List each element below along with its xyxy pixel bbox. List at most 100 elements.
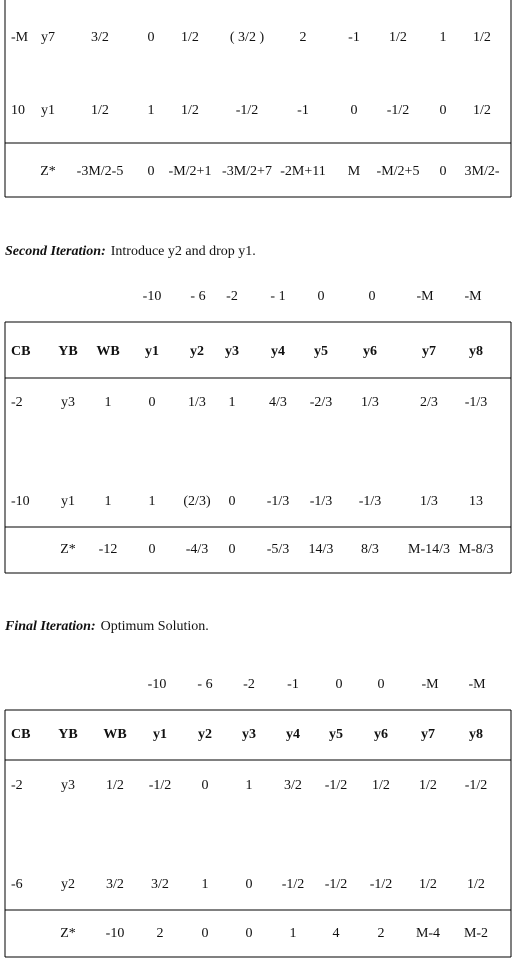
- header-cell: y5: [314, 344, 328, 359]
- total-cell: -3M/2+7: [222, 164, 272, 179]
- table-cell: 1: [105, 494, 112, 509]
- table-cell: 13: [469, 494, 483, 509]
- table-cell: 0: [202, 778, 209, 793]
- table-cell: -1/2: [149, 778, 172, 793]
- total-cell: Z*: [60, 542, 76, 557]
- table-cell: y3: [61, 395, 75, 410]
- header-cell: y4: [286, 727, 300, 742]
- table-cell: 3/2: [284, 778, 302, 793]
- heading-text: Introduce y2 and drop y1.: [111, 244, 256, 259]
- table-cell: 1: [148, 103, 155, 118]
- table-cell: 1/3: [361, 395, 379, 410]
- table-cell: 1: [229, 395, 236, 410]
- total-cell: Z*: [40, 164, 56, 179]
- total-cell: -M/2+1: [169, 164, 212, 179]
- table-cell: -2/3: [310, 395, 333, 410]
- table-cell: 10: [11, 103, 25, 118]
- total-cell: 0: [202, 926, 209, 941]
- table-cell: y1: [61, 494, 75, 509]
- cost: 0: [336, 677, 343, 692]
- table-cell: -M: [11, 30, 29, 45]
- table-cell: -1/3: [267, 494, 290, 509]
- table-cell: -1/3: [310, 494, 333, 509]
- table-cell: 2: [300, 30, 307, 45]
- table-cell: 1/2: [419, 778, 437, 793]
- cost: -M: [464, 289, 482, 304]
- heading: Second Iteration: Introduce y2 and drop y…: [5, 244, 256, 259]
- table-cell: y2: [61, 877, 75, 892]
- table-cell: -1: [297, 103, 309, 118]
- cost: -2: [243, 677, 255, 692]
- cost: - 1: [270, 289, 285, 304]
- header-cell: y3: [242, 727, 256, 742]
- table-cell: 1: [246, 778, 253, 793]
- total-cell: -3M/2-5: [77, 164, 124, 179]
- table-cell: -2: [11, 778, 23, 793]
- table-cell: 4/3: [269, 395, 287, 410]
- table-cell: 0: [148, 30, 155, 45]
- table-cell: 0: [246, 877, 253, 892]
- total-cell: -10: [106, 926, 125, 941]
- header-cell: y4: [271, 344, 285, 359]
- total-cell: 0: [149, 542, 156, 557]
- table-cell: 1/2: [181, 103, 199, 118]
- total-cell: -5/3: [267, 542, 290, 557]
- table-cell: y7: [41, 30, 55, 45]
- table-cell: 0: [351, 103, 358, 118]
- total-cell: M-14/3: [408, 542, 450, 557]
- table-cell: -1/2: [325, 778, 348, 793]
- heading: Final Iteration: Optimum Solution.: [4, 619, 209, 634]
- header-cell: CB: [11, 727, 30, 742]
- table-cell: 1: [105, 395, 112, 410]
- table-cell: 1/2: [372, 778, 390, 793]
- total-cell: Z*: [60, 926, 76, 941]
- table-cell: 1: [440, 30, 447, 45]
- header-cell: y1: [145, 344, 159, 359]
- header-cell: YB: [58, 727, 77, 742]
- total-cell: M-8/3: [459, 542, 494, 557]
- cost: -10: [148, 677, 167, 692]
- cost: 0: [378, 677, 385, 692]
- total-cell: 0: [440, 164, 447, 179]
- cost: 0: [318, 289, 325, 304]
- table-cell: -1/2: [325, 877, 348, 892]
- total-cell: M: [348, 164, 361, 179]
- table-cell: -6: [11, 877, 23, 892]
- table-cell: 0: [149, 395, 156, 410]
- header-cell: y8: [469, 727, 483, 742]
- table-cell: 3/2: [151, 877, 169, 892]
- table-cell: -2: [11, 395, 23, 410]
- total-cell: 3M/2-: [465, 164, 500, 179]
- heading-label: Final Iteration:: [4, 619, 96, 634]
- header-cell: y8: [469, 344, 483, 359]
- total-cell: 4: [333, 926, 340, 941]
- header-cell: YB: [58, 344, 77, 359]
- total-cell: 1: [290, 926, 297, 941]
- header-cell: y7: [422, 344, 436, 359]
- heading-text: Optimum Solution.: [101, 619, 209, 634]
- header-cell: y7: [421, 727, 435, 742]
- header-cell: WB: [96, 344, 119, 359]
- table-cell: 3/2: [106, 877, 124, 892]
- total-cell: -2M+11: [280, 164, 326, 179]
- total-cell: 2: [157, 926, 164, 941]
- header-cell: y2: [198, 727, 212, 742]
- total-cell: 0: [148, 164, 155, 179]
- cost: -M: [416, 289, 434, 304]
- table-cell: (2/3): [183, 494, 211, 509]
- table-cell: -1/2: [387, 103, 410, 118]
- header-cell: y6: [374, 727, 388, 742]
- header-cell: y1: [153, 727, 167, 742]
- table-cell: -1/3: [359, 494, 382, 509]
- header-cell: y6: [363, 344, 377, 359]
- table-cell: 1/2: [106, 778, 124, 793]
- table-cell: y1: [41, 103, 55, 118]
- table-cell: -1/2: [465, 778, 488, 793]
- total-cell: -4/3: [186, 542, 209, 557]
- cost: -M: [421, 677, 439, 692]
- cost: -1: [287, 677, 299, 692]
- table-cell: 1/2: [467, 877, 485, 892]
- table-cell: 1/3: [188, 395, 206, 410]
- table-cell: 1/2: [473, 103, 491, 118]
